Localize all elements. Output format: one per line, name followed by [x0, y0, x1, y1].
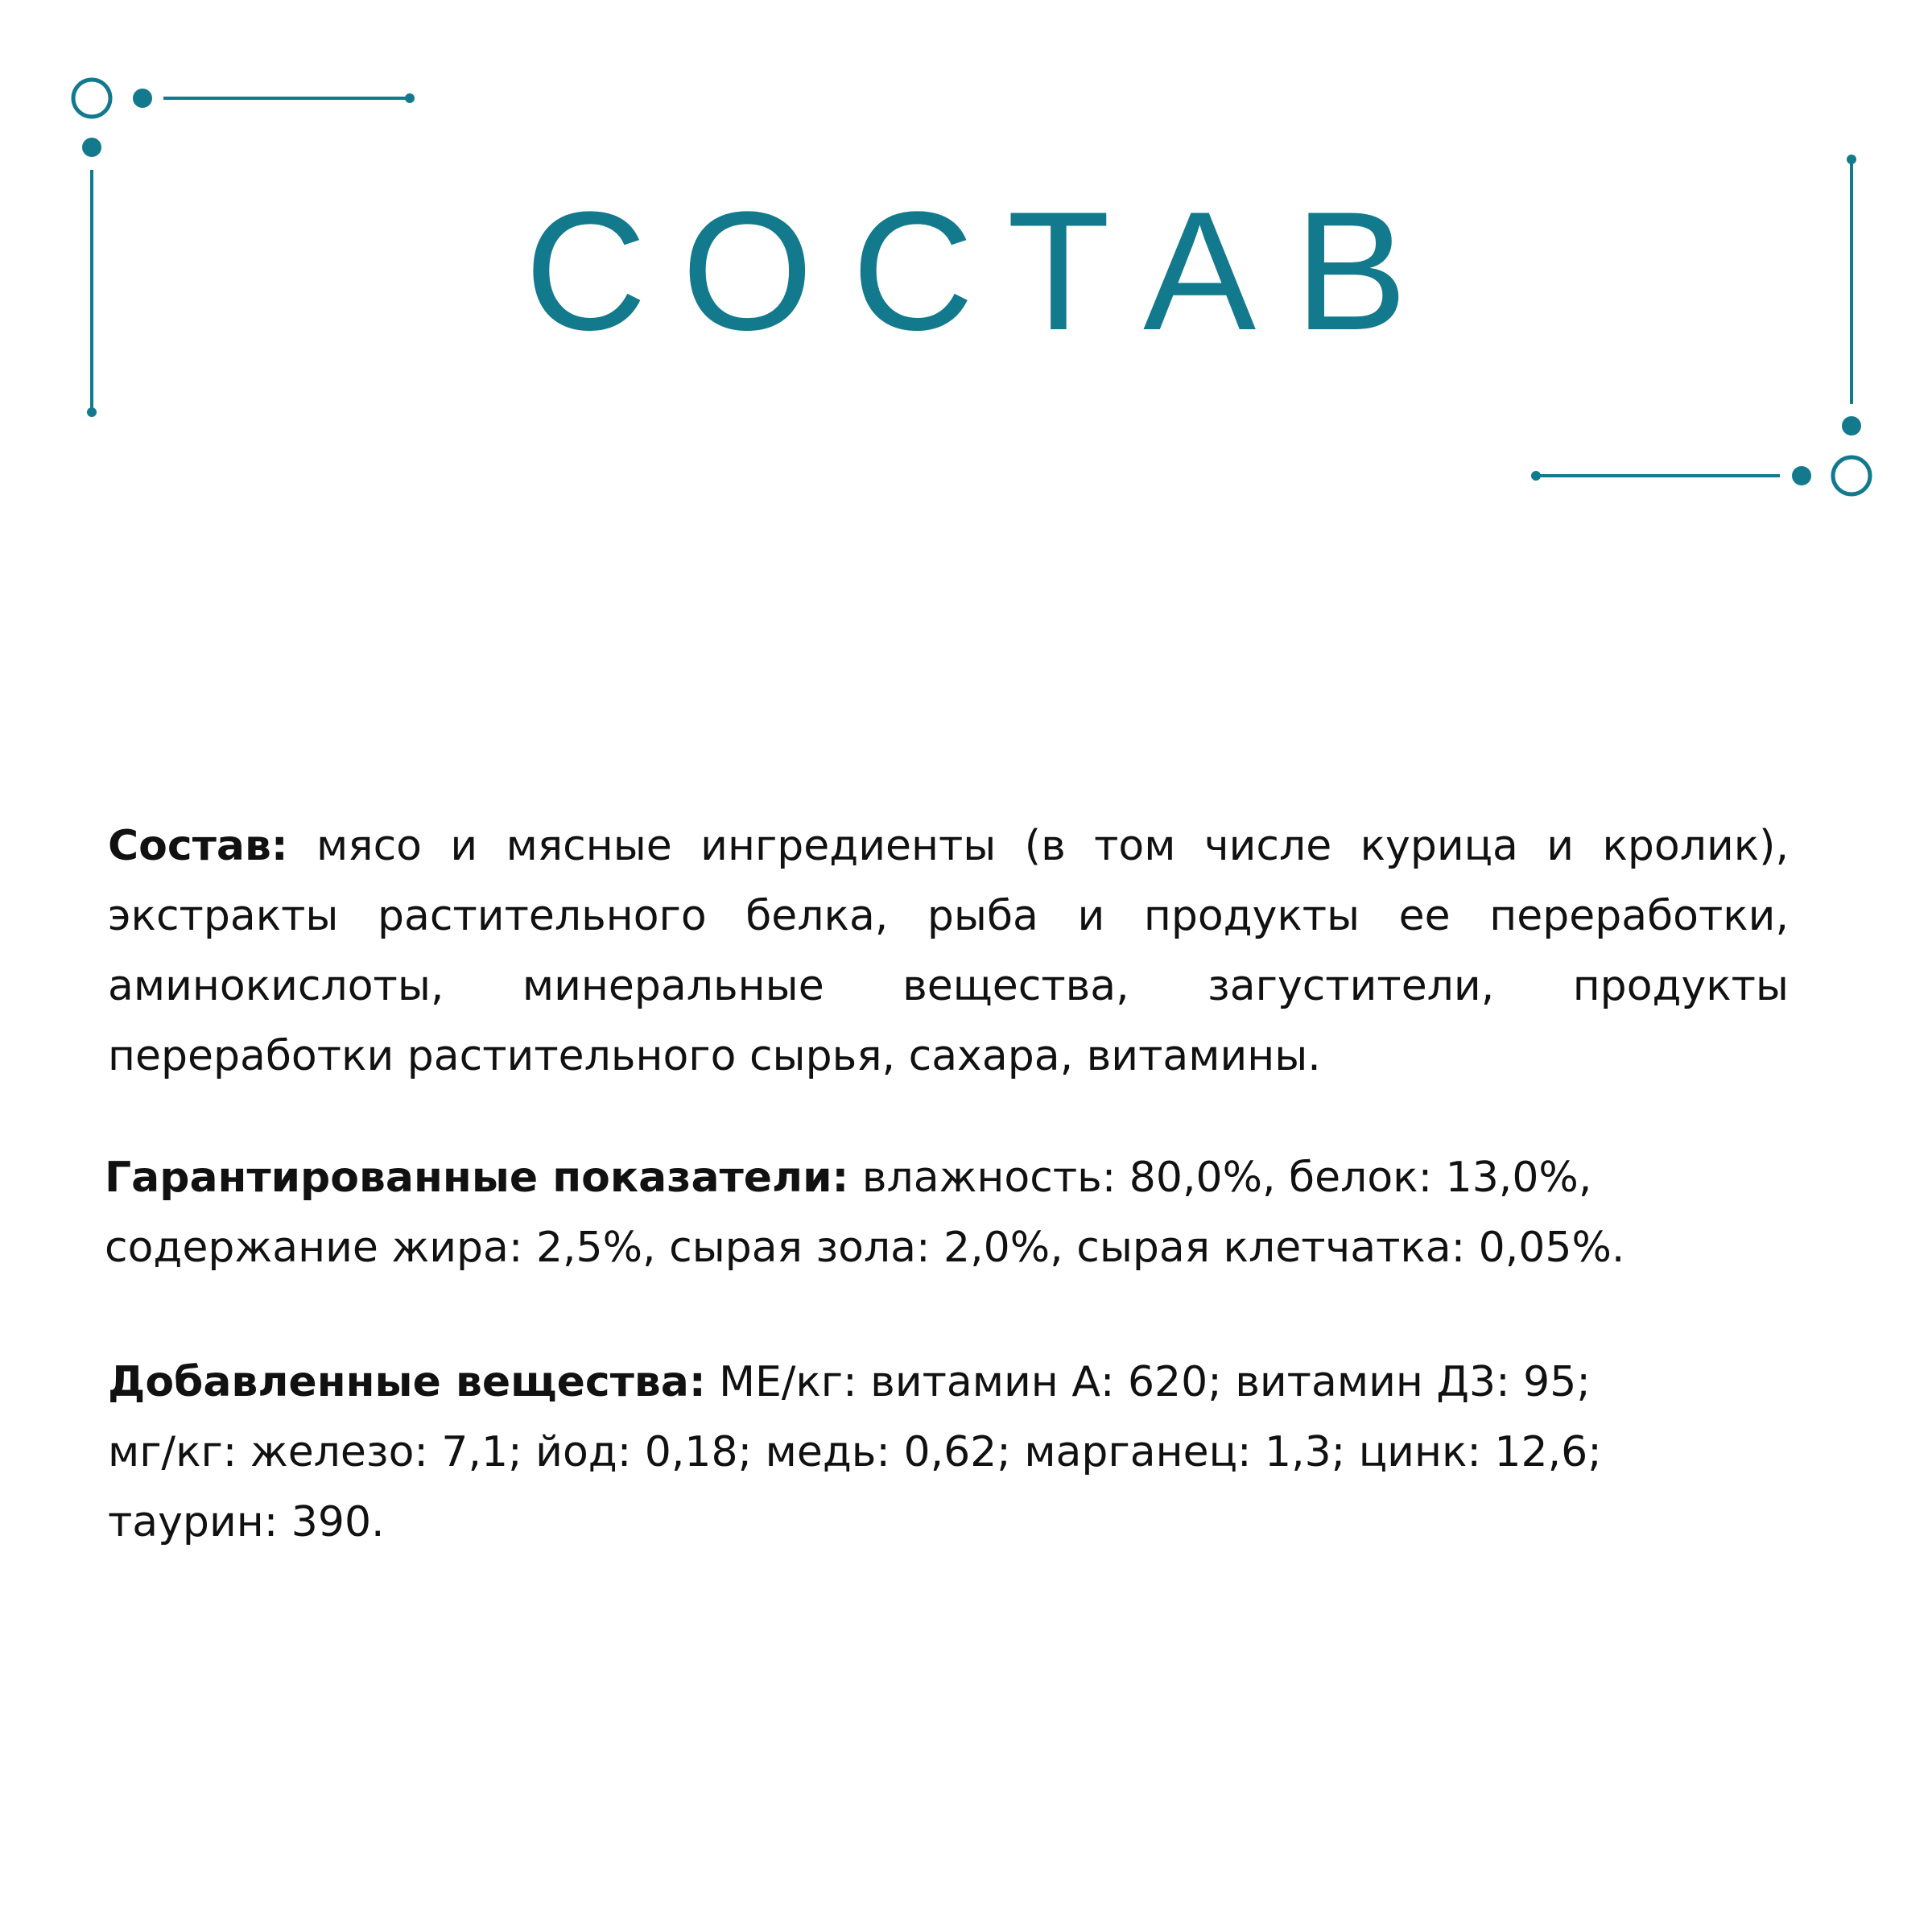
composition-label: Состав: [108, 822, 288, 870]
dot-icon [1842, 416, 1861, 436]
composition-paragraph: Состав: мясо и мясные ингредиенты (в том… [108, 822, 1789, 1080]
ring-icon [71, 77, 113, 119]
guaranteed-label: Гарантированные показатели: [105, 1154, 849, 1202]
top-left-ornament [71, 77, 415, 417]
page-title: СОСТАВ [524, 176, 1447, 365]
dot-icon [133, 89, 152, 108]
dot-icon [82, 138, 101, 157]
additives-paragraph: Добавленные вещества: МЕ/кг: витамин А: … [108, 1358, 1602, 1546]
dot-icon [1792, 466, 1811, 485]
additives-label: Добавленные вещества: [108, 1358, 706, 1406]
ring-icon [1831, 455, 1872, 497]
bottom-right-ornament [1531, 155, 1872, 497]
guaranteed-values-paragraph: Гарантированные показатели: влажность: 8… [105, 1154, 1625, 1272]
